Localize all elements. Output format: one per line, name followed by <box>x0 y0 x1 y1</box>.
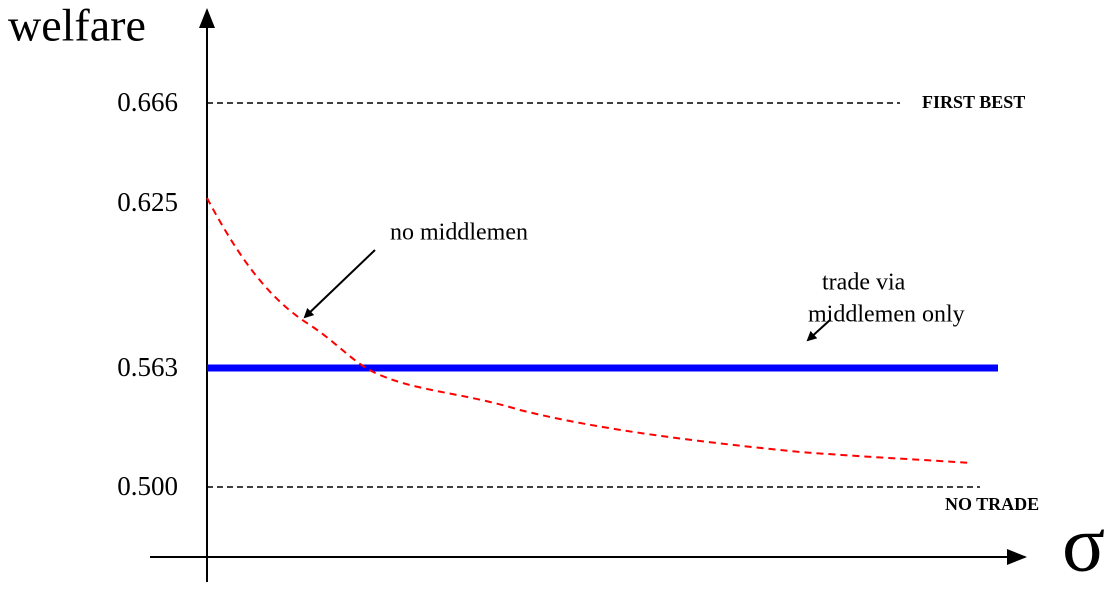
tick-label: 0.625 <box>117 187 178 217</box>
annotation-arrow <box>806 319 831 342</box>
x-axis-label: σ <box>1062 500 1105 588</box>
tick-label: 0.563 <box>117 352 178 382</box>
tick-label: 0.666 <box>117 87 178 117</box>
y-axis-label: welfare <box>8 0 146 51</box>
no-trade-label: NO TRADE <box>945 494 1039 514</box>
annotation: trade via <box>822 270 906 296</box>
first-best-label: FIRST BEST <box>922 92 1025 112</box>
annotation: middlemen only <box>808 302 965 328</box>
annotation: no middlemen <box>390 220 528 246</box>
no-middlemen-curve <box>206 197 971 464</box>
annotation-arrow <box>303 249 376 319</box>
tick-label: 0.500 <box>117 471 178 501</box>
